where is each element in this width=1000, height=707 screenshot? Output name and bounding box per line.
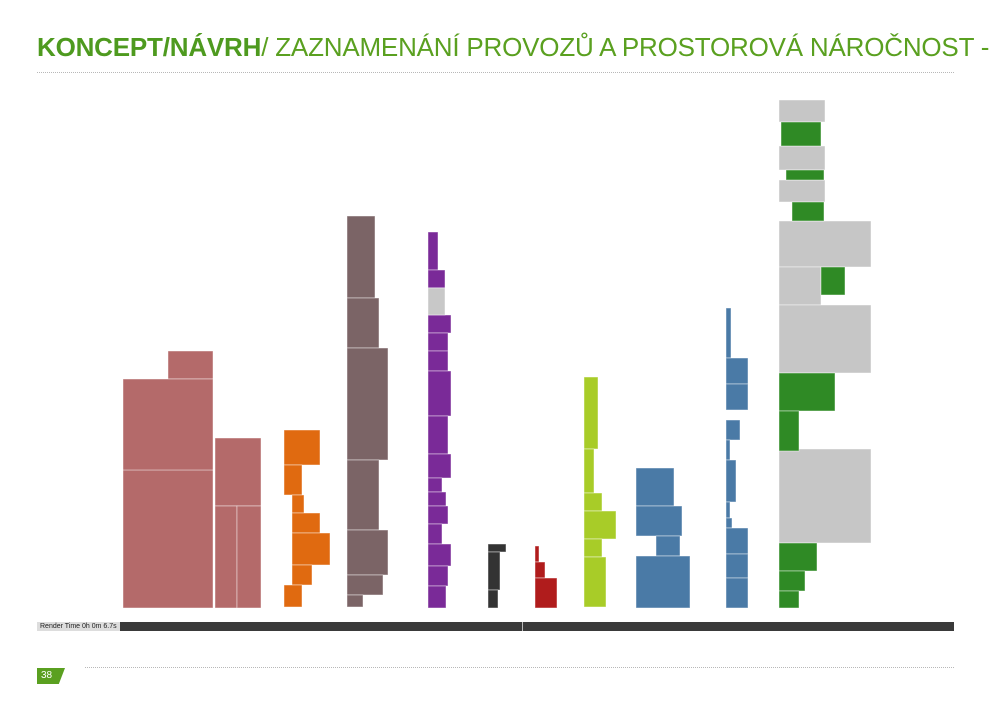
purple-room-block	[427, 269, 446, 289]
old-rose-room-block	[236, 505, 262, 609]
taupe-room-block	[346, 297, 380, 349]
steel-blue-room-block	[635, 467, 675, 507]
lime-room-block	[583, 376, 599, 450]
purple-room-block	[427, 565, 449, 587]
purple-room-block	[427, 505, 449, 525]
lime-room-block	[583, 448, 595, 494]
green-room-block	[785, 169, 825, 181]
steel-blue-room-block	[725, 501, 731, 519]
purple-room-block	[427, 231, 439, 271]
purple-room-block	[427, 543, 452, 567]
steel-blue-room-block	[655, 535, 681, 557]
green-room-block	[778, 410, 800, 452]
gray-room-block	[778, 179, 826, 203]
taupe-room-block	[346, 459, 380, 531]
purple-room-block	[427, 350, 449, 372]
orange-room-block	[291, 564, 313, 586]
steel-blue-room-block	[725, 419, 741, 441]
taupe-room-block	[346, 574, 384, 596]
purple-gray-room-block	[427, 287, 446, 316]
orange-room-block	[283, 464, 303, 496]
old-rose-room-block	[214, 437, 262, 507]
purple-room-block	[427, 314, 452, 334]
steel-blue-room-block	[725, 383, 749, 411]
purple-room-block	[427, 453, 452, 479]
taupe-room-block	[346, 347, 389, 461]
purple-room-block	[427, 585, 447, 609]
orange-room-block	[291, 532, 331, 566]
steel-blue-room-block	[725, 527, 749, 555]
steel-blue-room-block	[725, 577, 749, 609]
steel-blue-room-block	[635, 505, 683, 537]
gray-room-block	[778, 145, 826, 171]
green-room-block	[780, 121, 822, 147]
taupe-room-block	[346, 594, 364, 608]
purple-room-block	[427, 332, 449, 352]
steel-blue-room-block	[725, 357, 749, 385]
render-time-label: Render Time 0h 0m 6.7s	[37, 622, 120, 631]
gray-room-block	[778, 304, 872, 374]
purple-room-block	[427, 415, 449, 455]
gray-room-block	[778, 266, 822, 306]
dark-gray-room-block	[487, 543, 507, 553]
lime-room-block	[583, 510, 617, 540]
page-number-badge: 38	[37, 668, 65, 684]
old-rose-room-block	[122, 378, 214, 609]
dark-gray-room-block	[487, 551, 501, 591]
page-title-bold: KONCEPT/NÁVRH	[37, 32, 262, 62]
page-number: 38	[41, 670, 53, 681]
green-room-block	[791, 201, 825, 222]
purple-room-block	[427, 523, 443, 545]
page-title: KONCEPT/NÁVRH/ ZAZNAMENÁNÍ PROVOZŮ A PRO…	[37, 30, 989, 64]
header-divider	[37, 72, 954, 73]
green-room-block	[820, 266, 846, 296]
taupe-room-block	[346, 529, 389, 576]
steel-blue-room-block	[725, 307, 732, 359]
steel-blue-room-block	[725, 553, 749, 579]
orange-room-block	[291, 512, 321, 534]
lime-room-block	[583, 538, 603, 558]
steel-blue-room-block	[725, 459, 737, 503]
old-rose-room-block	[167, 350, 214, 380]
red-room-block	[534, 561, 546, 579]
lime-room-block	[583, 556, 607, 608]
gray-room-block	[778, 220, 872, 268]
red-room-block	[534, 577, 558, 609]
dark-gray-room-block	[487, 589, 499, 609]
green-room-block	[778, 542, 818, 572]
steel-blue-room-block	[725, 517, 733, 529]
steel-blue-room-block	[725, 439, 731, 461]
footer-divider	[85, 667, 954, 668]
green-room-block	[778, 372, 836, 412]
purple-room-block	[427, 491, 447, 507]
lime-room-block	[583, 492, 603, 512]
green-room-block	[778, 590, 800, 609]
purple-room-block	[427, 477, 443, 493]
orange-room-block	[291, 494, 305, 514]
red-room-block	[534, 545, 540, 563]
green-room-block	[778, 570, 806, 592]
old-rose-room-block	[214, 505, 238, 609]
taupe-room-block	[346, 215, 376, 299]
orange-room-block	[283, 429, 321, 466]
render-progress-mark	[522, 622, 523, 631]
gray-room-block	[778, 448, 872, 544]
render-status-bar: Render Time 0h 0m 6.7s	[37, 622, 954, 631]
orange-room-block	[283, 584, 303, 608]
page-title-rest: / ZAZNAMENÁNÍ PROVOZŮ A PROSTOROVÁ NÁROČ…	[261, 32, 990, 62]
steel-blue-room-block	[635, 555, 691, 609]
purple-room-block	[427, 370, 452, 417]
gray-room-block	[778, 99, 826, 123]
